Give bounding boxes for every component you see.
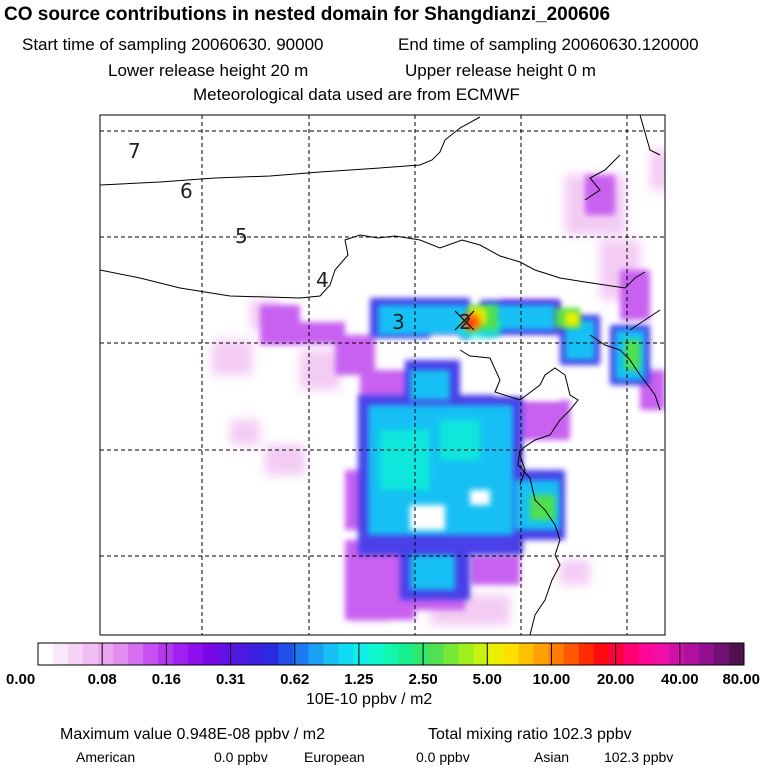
colorbar-unit: 10E-10 ppbv / m2 [306, 691, 433, 708]
colorbar-swatch [473, 643, 490, 665]
lower-release-label: Lower release height 20 m [108, 61, 309, 80]
european-name: European [304, 749, 365, 765]
contour-label-4: 4 [316, 268, 329, 292]
colorbar-tick-label: 0.62 [280, 671, 309, 688]
colorbar-ticks: 0.00 0.08 0.16 0.31 0.62 1.25 2.50 5.00 10.00 20.… [6, 643, 760, 688]
colorbar-frame [37, 642, 745, 666]
colorbar-swatch [53, 643, 69, 665]
american-value: 0.0 ppbv [214, 749, 268, 765]
colorbar-swatch [533, 643, 550, 665]
colorbar-swatch [188, 643, 204, 665]
colorbar-swatch [428, 643, 445, 665]
colorbar-swatch [653, 643, 670, 665]
colorbar-swatch [83, 643, 99, 665]
contour-label-3: 3 [392, 310, 405, 334]
colorbar-swatch [668, 643, 685, 665]
colorbar-tick-label: 0.31 [216, 671, 245, 688]
colorbar-swatch [698, 643, 715, 665]
colorbar-swatch [563, 643, 580, 665]
colorbar-tick-label: 80.00 [722, 671, 760, 688]
colorbar-swatch [68, 643, 84, 665]
colorbar-swatch [368, 643, 384, 665]
colorbar-swatch [608, 643, 625, 665]
asian-value: 102.3 ppbv [604, 749, 674, 765]
end-time-label: End time of sampling 20060630.120000 [398, 35, 699, 54]
colorbar-swatch [503, 643, 520, 665]
contour-label-6: 6 [180, 179, 193, 203]
colorbar-swatch [578, 643, 595, 665]
plot-frame [99, 114, 666, 636]
colorbar-tick-label: 10.00 [533, 671, 571, 688]
colorbar-swatch [458, 643, 475, 665]
american-name: American [76, 749, 136, 765]
colorbar-swatch [443, 643, 460, 665]
colorbar-swatch [308, 643, 324, 665]
colorbar-swatch [263, 643, 279, 665]
colorbar-tick-label: 40.00 [661, 671, 699, 688]
asian-name: Asian [534, 749, 570, 765]
plot-area [100, 115, 665, 635]
colorbar-swatch [353, 643, 369, 665]
colorbar-tick-label: 1.25 [344, 671, 373, 688]
colorbar-swatch [683, 643, 700, 665]
colorbar-swatch [398, 643, 415, 665]
contour-label-2: 2 [459, 310, 472, 334]
colorbar-tick-label: 2.50 [408, 671, 437, 688]
colorbar-swatch [278, 643, 294, 665]
colorbar-tick-label: 20.00 [597, 671, 635, 688]
colorbar-swatch [383, 643, 400, 665]
colorbar-swatch [413, 643, 430, 665]
upper-release-label: Upper release height 0 m [405, 61, 596, 80]
colorbar-swatch [128, 643, 144, 665]
colorbar-swatch [98, 643, 114, 665]
met-data-label: Meteorological data used are from ECMWF [193, 85, 520, 104]
colorbar-swatch [113, 643, 129, 665]
colorbar-swatch [548, 643, 565, 665]
voids [410, 335, 560, 530]
max-value-label: Maximum value 0.948E-08 ppbv / m2 [60, 726, 326, 743]
total-mixing-label: Total mixing ratio 102.3 ppbv [428, 726, 632, 743]
start-time-label: Start time of sampling 20060630. 90000 [22, 35, 324, 54]
colorbar-tick-label: 5.00 [473, 671, 502, 688]
colorbar-swatch [248, 643, 264, 665]
colorbar-swatch [203, 643, 219, 665]
colorbar-swatch [713, 643, 730, 665]
colorbar-swatch [488, 643, 505, 665]
colorbar-swatch [218, 643, 234, 665]
colorbar-tick-label: 0.00 [6, 671, 35, 688]
grid-lines [100, 115, 665, 635]
colorbar [37, 642, 745, 666]
colorbar-swatch [518, 643, 535, 665]
colorbar-swatch [323, 643, 339, 665]
region-teal [380, 320, 500, 490]
colorbar-swatch [638, 643, 655, 665]
coastlines [100, 115, 661, 635]
receptor-marker [454, 310, 475, 331]
colorbar-swatch [173, 643, 189, 665]
european-value: 0.0 ppbv [416, 749, 470, 765]
colorbar-swatch [593, 643, 610, 665]
contour-labels: 7 6 5 4 3 2 [128, 139, 472, 334]
colorbar-tick-label: 0.08 [88, 671, 117, 688]
contour-label-7: 7 [128, 139, 141, 163]
colorbar-swatch [233, 643, 249, 665]
colorbar-swatch [338, 643, 354, 665]
colorbar-swatch [293, 643, 309, 665]
chart-title: CO source contributions in nested domain… [4, 4, 611, 25]
colorbar-swatch [623, 643, 640, 665]
contour-label-5: 5 [235, 224, 248, 248]
colorbar-swatch [143, 643, 159, 665]
colorbar-tick-label: 0.16 [152, 671, 181, 688]
colorbar-swatch [728, 643, 745, 665]
colorbar-swatch [38, 643, 54, 665]
